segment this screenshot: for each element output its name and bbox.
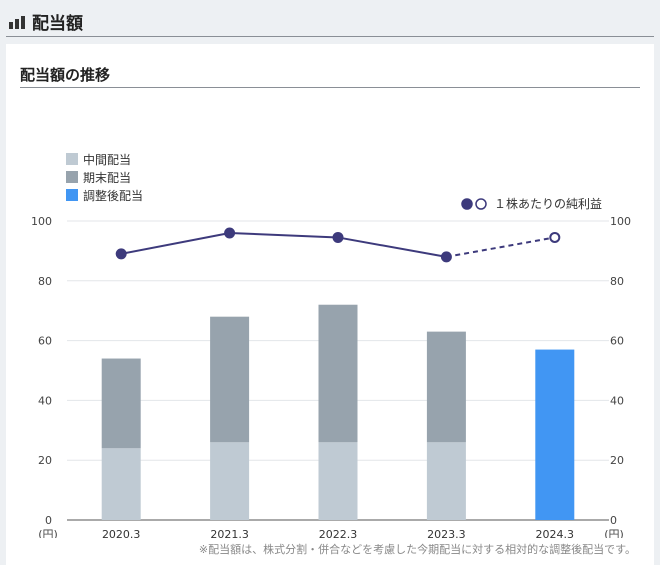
- eps-point: [224, 227, 236, 239]
- eps-line-segment: [121, 231, 230, 255]
- dividend-card: 配当額の推移 0 0 20 20 40 40 60 60 80 80 100 100 (円) (円) 202…: [6, 44, 654, 565]
- eps-line-forecast-segment: [446, 236, 555, 258]
- bar-year-end: [426, 331, 466, 443]
- section-title: 配当額の推移: [20, 66, 111, 84]
- y-tick-label-left: 0: [45, 514, 52, 527]
- y-tick-label-left: 60: [38, 335, 52, 348]
- y-tick-label-right: 0: [610, 514, 617, 527]
- dividend-chart: 0 0 20 20 40 40 60 60 80 80 100 100 (円) (円) 2020.3 2021…: [31, 152, 631, 538]
- bar-year-end: [210, 316, 250, 443]
- bar-adjusted: [535, 349, 575, 520]
- left-axis-unit: (円): [38, 528, 58, 538]
- legend-swatch: [66, 189, 78, 201]
- eps-line-segment: [337, 236, 447, 258]
- right-axis-unit: (円): [604, 528, 624, 538]
- legend-swatch: [66, 171, 78, 183]
- legend-eps-filled-marker: [461, 198, 473, 210]
- y-tick-label-right: 20: [610, 454, 624, 467]
- y-tick-label-left: 80: [38, 275, 52, 288]
- section-divider: [20, 87, 640, 88]
- bar-year-end: [101, 358, 141, 449]
- eps-line-segment: [229, 231, 339, 239]
- footnote: ※配当額は、株式分割・併合などを考慮した今期配当に対する相対的な調整後配当です。: [198, 543, 636, 556]
- y-tick-label-left: 40: [38, 394, 52, 407]
- eps-point: [115, 248, 127, 260]
- y-tick-label-right: 60: [610, 335, 624, 348]
- eps-point-forecast: [549, 231, 561, 243]
- eps-point: [440, 251, 452, 263]
- legend-eps-open-marker: [475, 198, 487, 210]
- x-tick-label: 2023.3: [427, 528, 466, 538]
- bar-year-end: [318, 304, 358, 443]
- legend-label: 期末配当: [83, 171, 131, 185]
- page-title: 配当額: [32, 14, 83, 34]
- x-tick-label: 2024.3: [536, 528, 575, 538]
- y-tick-label-right: 40: [610, 394, 624, 407]
- y-tick-label-left: 20: [38, 454, 52, 467]
- legend-eps-label: １株あたりの純利益: [494, 196, 602, 211]
- legend-label: 中間配当: [83, 152, 131, 167]
- bar-interim: [318, 442, 358, 520]
- x-tick-label: 2021.3: [210, 528, 249, 538]
- bar-interim: [426, 442, 466, 520]
- y-tick-label-left: 100: [31, 215, 52, 228]
- bar-interim: [101, 448, 141, 520]
- y-tick-label-right: 100: [610, 215, 631, 228]
- page-header: 配当額: [6, 6, 654, 37]
- x-tick-label: 2020.3: [102, 528, 141, 538]
- eps-point: [332, 231, 344, 243]
- legend-label: 調整後配当: [83, 188, 143, 203]
- y-tick-label-right: 80: [610, 275, 624, 288]
- legend-swatch: [66, 153, 78, 165]
- bar-chart-icon: [9, 16, 25, 29]
- x-tick-label: 2022.3: [319, 528, 358, 538]
- bar-interim: [210, 442, 250, 520]
